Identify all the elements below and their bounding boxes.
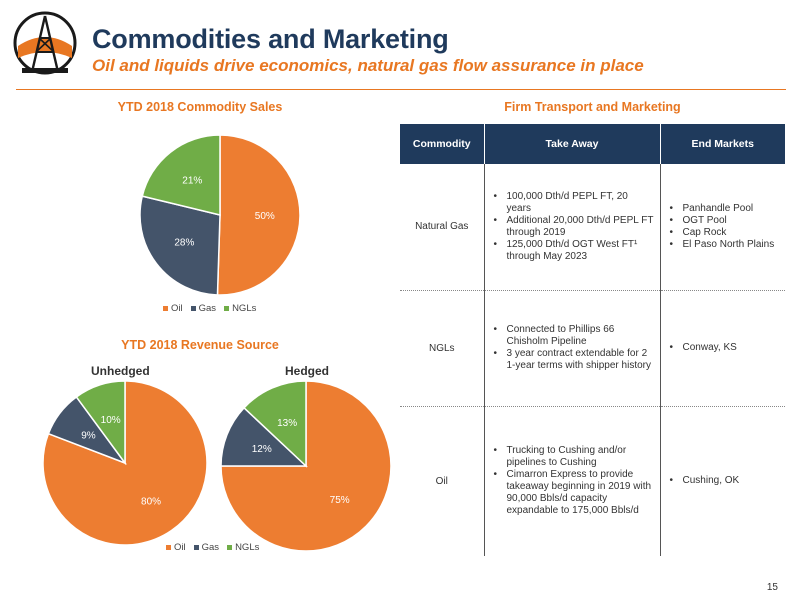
pie-slice-oil [220,380,392,552]
revenue-source-legend: Oil Gas NGLs [166,542,259,553]
legend-ngls-label: NGLs [232,303,257,314]
list-item: Conway, KS [670,342,780,354]
header-divider [16,89,786,90]
list-item: Additional 20,000 Dth/d PEPL FT through … [494,215,654,239]
commodity-sales-pie: 50% 28% 21% [139,134,301,296]
pie-slice-ngls [242,380,307,468]
commodity-sales-title: YTD 2018 Commodity Sales [117,100,283,114]
header-end-markets: End Markets [659,124,785,164]
list-item: 125,000 Dth/d OGT West FT¹ through May 2… [494,239,654,263]
pie-slice-ngls [75,380,126,466]
table-row: Oil Trucking to Cushing and/or pipelines… [400,406,785,556]
pie-label-ngls: 13% [277,418,297,429]
pie-label-gas: 9% [81,431,96,442]
list-item: 100,000 Dth/d PEPL FT, 20 years [494,191,654,215]
page-subtitle: Oil and liquids drive economics, natural… [92,56,644,75]
legend-ngls-swatch [227,545,233,550]
commodity-cell: Natural Gas [400,164,484,291]
pie-label-oil: 80% [141,496,161,507]
list-item: Cushing, OK [670,475,780,487]
list-item: Trucking to Cushing and/or pipelines to … [494,445,654,469]
pie-slice-gas [139,195,221,296]
pie-label-ngls: 10% [101,415,121,426]
pie-label-ngls: 21% [182,175,202,186]
unhedged-label: Unhedged [91,364,150,378]
hedged-revenue-pie: 75% 12% 13% [220,380,392,552]
list-item: Cap Rock [670,227,780,239]
page-title: Commodities and Marketing [92,24,449,54]
transport-table: Commodity Take Away End Markets Natural … [400,124,785,556]
list-item: 3 year contract extendable for 2 1-year … [494,348,654,372]
legend-oil: Oil [166,542,186,553]
legend-gas: Gas [193,542,220,553]
hedged-label: Hedged [285,364,330,378]
legend-ngls-label: NGLs [235,542,260,553]
pie-slice-oil [42,380,208,546]
company-logo [13,11,77,75]
legend-oil-label: Oil [171,303,183,314]
header-commodity: Commodity [400,124,484,164]
revenue-source-title: YTD 2018 Revenue Source [121,338,279,352]
table-header-row: Commodity Take Away End Markets [400,124,785,164]
legend-gas-swatch [190,306,196,311]
take-away-cell: 100,000 Dth/d PEPL FT, 20 years Addition… [483,164,660,291]
transport-title: Firm Transport and Marketing [504,100,681,114]
page-number: 15 [766,582,778,593]
list-item: El Paso North Plains [670,239,780,251]
commodity-cell: Oil [435,475,448,487]
commodity-cell: NGLs [400,290,484,407]
table-row: NGLs Connected to Phillips 66 Chisholm P… [400,290,785,407]
list-item: OGT Pool [670,215,780,227]
legend-ngls: NGLs [224,303,256,314]
list-item: Panhandle Pool [670,203,780,215]
end-markets-cell: Panhandle Pool OGT Pool Cap Rock El Paso… [659,164,785,291]
legend-ngls: NGLs [227,542,259,553]
legend-oil-label: Oil [174,542,186,553]
list-item: Cimarron Express to provide takeaway beg… [494,469,654,517]
legend-ngls-swatch [224,306,230,311]
take-away-cell: Trucking to Cushing and/or pipelines to … [483,406,660,556]
header-take-away: Take Away [483,124,660,164]
pie-slice-gas [220,406,308,467]
pie-label-oil: 75% [330,495,350,506]
pie-label-gas: 28% [174,238,194,249]
legend-gas-swatch [193,545,199,550]
legend-gas: Gas [190,303,217,314]
legend-gas-label: Gas [201,542,220,553]
unhedged-revenue-pie: 80% 9% 10% [42,380,208,546]
pie-label-gas: 12% [252,444,272,455]
list-item: Connected to Phillips 66 Chisholm Pipeli… [494,324,654,348]
legend-oil-swatch [163,306,168,311]
legend-gas-label: Gas [198,303,217,314]
commodity-sales-legend: Oil Gas NGLs [163,303,256,314]
pie-slice-oil [216,134,301,296]
end-markets-cell: Cushing, OK [659,406,785,556]
end-markets-cell: Conway, KS [659,290,785,407]
legend-oil: Oil [163,303,183,314]
table-row: Natural Gas 100,000 Dth/d PEPL FT, 20 ye… [400,164,785,291]
legend-oil-swatch [166,545,171,550]
pie-label-oil: 50% [255,211,275,222]
take-away-cell: Connected to Phillips 66 Chisholm Pipeli… [483,290,660,407]
pie-slice-ngls [141,134,221,216]
